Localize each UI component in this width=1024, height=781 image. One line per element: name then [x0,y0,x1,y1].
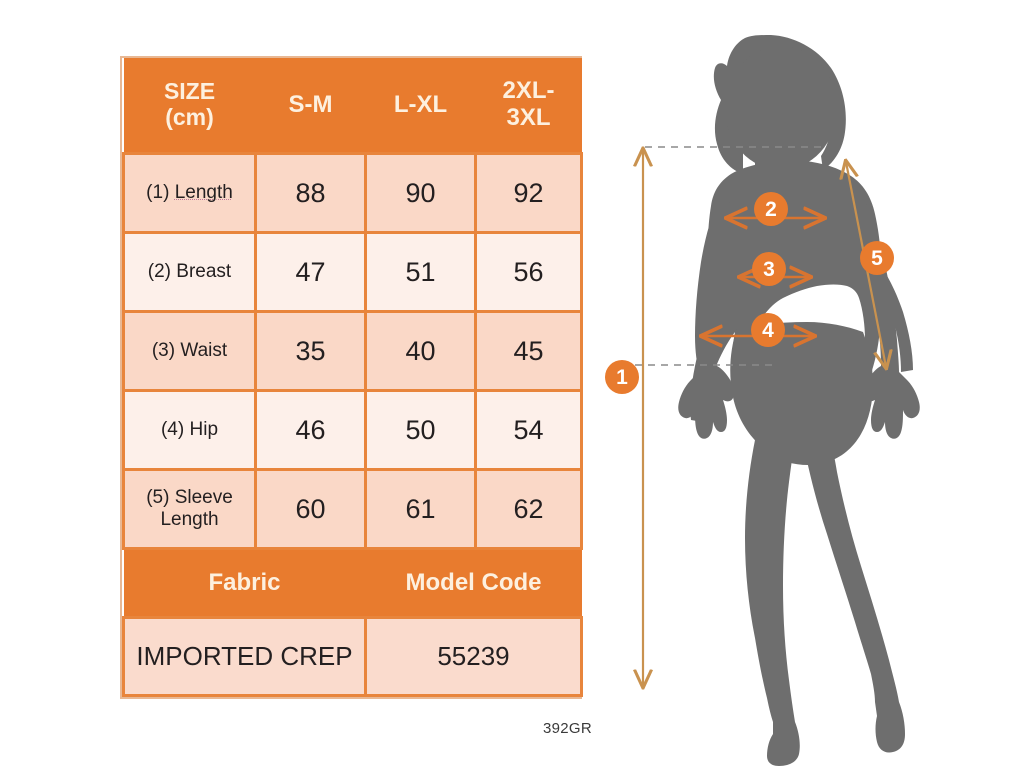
footer-header-fabric: Fabric [123,548,366,618]
footer-header-row: Fabric Model Code [123,548,582,618]
column-header-s-m: S-M [255,58,366,154]
badge-1-length: 1 [605,360,639,394]
size-table-container: SIZE (cm) S-M L-XL 2XL- 3XL (1) Length [120,56,583,699]
row-index: (5) [146,486,170,508]
cell-length-s-m: 88 [254,152,367,234]
column-header-2xl-3xl: 2XL- 3XL [475,58,582,154]
cell-sleeve-l-xl: 61 [364,468,477,550]
cell-waist-s-m: 35 [254,310,367,392]
xl-header-line2: 3XL [506,104,551,131]
weight-note: 392GR [542,720,592,737]
row-label-length: (1) Length [122,152,257,234]
cell-length-l-xl: 90 [364,152,477,234]
row-name: Waist [180,339,228,361]
badge-3-waist: 3 [752,252,786,286]
row-label-waist: (3) Waist [122,310,257,392]
row-name: Sleeve [174,486,233,508]
badge-5-sleeve-length: 5 [860,241,894,275]
table-footer: Fabric Model Code IMPORTED CREP 55239 [122,548,583,697]
row-index: (3) [151,339,176,361]
table-row: (3) Waist 35 40 45 [122,310,583,392]
footer-value-fabric: IMPORTED CREP [122,616,367,697]
table-header-row: SIZE (cm) S-M L-XL 2XL- 3XL [123,58,582,154]
cell-waist-2xl-3xl: 45 [474,310,583,392]
table-row: (4) Hip 46 50 54 [122,389,583,471]
cell-breast-s-m: 47 [254,231,367,313]
table-header: SIZE (cm) S-M L-XL 2XL- 3XL [123,58,582,154]
size-header-line2: (cm) [165,104,214,130]
badge-4-hip: 4 [751,313,785,347]
cell-hip-s-m: 46 [254,389,367,471]
cell-sleeve-s-m: 60 [254,468,367,550]
footer-header-model-code: Model Code [365,548,582,618]
row-index: (4) [160,418,185,440]
row-index: (1) [146,181,170,203]
row-name: Breast [176,260,232,282]
table-row: (5) Sleeve Length 60 61 62 [122,468,583,550]
column-header-size: SIZE (cm) [123,58,256,154]
footer-values-row: IMPORTED CREP 55239 [122,616,583,697]
row-label-hip: (4) Hip [122,389,257,471]
table-body: (1) Length 88 90 92 (2) Breast 47 51 56 [122,152,583,550]
row-name: Hip [189,418,219,440]
cell-waist-l-xl: 40 [364,310,477,392]
cell-hip-l-xl: 50 [364,389,477,471]
cell-breast-l-xl: 51 [364,231,477,313]
cell-length-2xl-3xl: 92 [474,152,583,234]
row-index: (2) [147,260,172,282]
female-silhouette [678,35,920,766]
figure-svg [595,35,920,766]
badge-2-breast: 2 [754,192,788,226]
xl-header-line1: 2XL- [502,77,555,105]
size-header-line1: SIZE [163,78,216,105]
row-name-line2: Length [160,509,219,530]
row-name: Length [174,181,233,203]
size-table: SIZE (cm) S-M L-XL 2XL- 3XL (1) Length [122,58,583,697]
cell-sleeve-2xl-3xl: 62 [474,468,583,550]
cell-breast-2xl-3xl: 56 [474,231,583,313]
table-row: (2) Breast 47 51 56 [122,231,583,313]
measurement-figure: 1 2 3 4 5 [595,10,955,770]
column-header-l-xl: L-XL [365,58,476,154]
footer-value-model-code: 55239 [364,616,583,697]
row-label-breast: (2) Breast [122,231,257,313]
table-row: (1) Length 88 90 92 [122,152,583,234]
row-label-sleeve-length: (5) Sleeve Length [122,468,257,550]
cell-hip-2xl-3xl: 54 [474,389,583,471]
